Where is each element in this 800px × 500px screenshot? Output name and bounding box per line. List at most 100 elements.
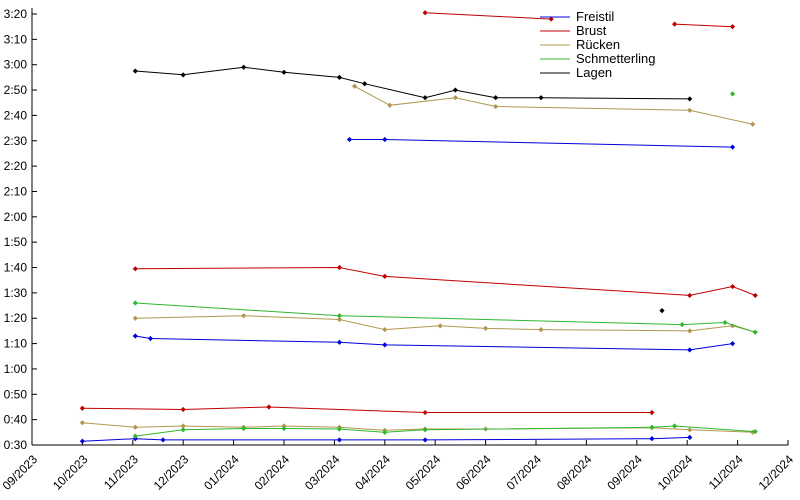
- y-tick-label: 2:10: [4, 184, 28, 198]
- y-tick-label: 0:30: [4, 438, 28, 452]
- series-line-brust: [82, 406, 652, 413]
- series-line-ruecken: [135, 315, 756, 333]
- data-point-schmetterling: [132, 300, 138, 306]
- data-point-ruecken: [687, 107, 693, 113]
- data-point-schmetterling: [336, 426, 343, 432]
- data-point-brust: [548, 16, 554, 22]
- series-line-ruecken: [354, 85, 753, 125]
- data-point-brust: [422, 10, 428, 16]
- x-tick-label: 12/2023: [151, 452, 192, 493]
- series-line-brust: [674, 23, 733, 28]
- data-point-ruecken: [382, 327, 388, 333]
- data-point-freistil: [79, 438, 85, 444]
- y-tick-label: 1:00: [4, 362, 28, 376]
- x-tick-label: 03/2024: [302, 452, 343, 493]
- data-point-ruecken: [132, 315, 138, 321]
- data-point-ruecken: [241, 313, 247, 319]
- data-point-schmetterling: [422, 427, 428, 433]
- data-point-lagen: [281, 69, 287, 75]
- legend-label-freistil: Freistil: [576, 9, 614, 24]
- y-tick-label: 1:20: [4, 311, 28, 325]
- data-point-lagen: [659, 308, 665, 314]
- data-point-brust: [672, 21, 678, 27]
- data-point-lagen: [493, 95, 499, 101]
- series-line-brust: [135, 266, 756, 296]
- data-point-freistil: [687, 347, 693, 353]
- series-line-ruecken: [82, 422, 753, 433]
- data-point-schmetterling: [382, 429, 388, 435]
- data-point-freistil: [422, 437, 428, 443]
- data-point-schmetterling: [336, 313, 343, 319]
- x-tick-label: 04/2024: [352, 452, 393, 493]
- x-tick-label: 11/2023: [101, 452, 141, 492]
- y-tick-label: 2:30: [4, 134, 28, 148]
- data-point-lagen: [180, 72, 186, 78]
- y-tick-label: 2:20: [4, 159, 28, 173]
- data-point-freistil: [336, 339, 343, 345]
- data-point-brust: [649, 409, 655, 416]
- data-point-ruecken: [336, 316, 343, 323]
- x-tick-label: 09/2024: [604, 452, 645, 493]
- data-point-ruecken: [729, 323, 736, 329]
- x-tick-label: 02/2024: [252, 452, 293, 493]
- series-line-freistil: [349, 139, 733, 148]
- y-tick-label: 3:00: [4, 58, 28, 72]
- data-point-lagen: [687, 96, 693, 102]
- data-point-freistil: [160, 437, 166, 443]
- data-point-freistil: [382, 136, 388, 143]
- data-point-ruecken: [687, 328, 693, 334]
- data-point-ruecken: [687, 427, 693, 433]
- data-point-lagen: [422, 95, 428, 101]
- data-point-freistil: [346, 136, 353, 143]
- data-point-ruecken: [351, 83, 358, 89]
- data-point-schmetterling: [729, 91, 736, 97]
- y-tick-label: 3:10: [4, 32, 28, 46]
- y-tick-label: 2:00: [4, 210, 28, 224]
- data-point-schmetterling: [281, 425, 287, 432]
- data-point-freistil: [132, 333, 138, 339]
- y-tick-label: 1:40: [4, 261, 28, 275]
- legend-label-lagen: Lagen: [576, 65, 612, 80]
- legend-label-schmetterling: Schmetterling: [576, 51, 655, 66]
- data-point-schmetterling: [752, 428, 758, 435]
- x-tick-label: 05/2024: [403, 452, 444, 493]
- y-tick-label: 0:50: [4, 387, 28, 401]
- y-tick-label: 1:50: [4, 235, 28, 249]
- data-point-brust: [79, 405, 85, 411]
- x-tick-label: 06/2024: [453, 452, 494, 493]
- data-point-lagen: [538, 95, 544, 101]
- data-point-freistil: [147, 335, 154, 342]
- series-line-brust: [425, 12, 552, 20]
- x-tick-label: 07/2024: [504, 452, 545, 493]
- data-point-ruecken: [493, 103, 499, 110]
- data-point-brust: [382, 273, 388, 280]
- data-point-ruecken: [437, 323, 443, 329]
- data-point-lagen: [336, 74, 343, 80]
- x-tick-label: 12/2024: [756, 452, 797, 493]
- data-point-ruecken: [132, 424, 138, 430]
- data-point-freistil: [382, 342, 388, 348]
- data-point-lagen: [452, 87, 458, 93]
- x-tick-label: 10/2023: [50, 452, 91, 493]
- legend-label-ruecken: Rücken: [576, 37, 620, 52]
- y-tick-label: 2:50: [4, 83, 28, 97]
- series-line-freistil: [82, 436, 690, 442]
- data-point-brust: [336, 264, 343, 271]
- x-tick-label: 11/2024: [706, 452, 746, 492]
- y-tick-label: 1:10: [4, 337, 28, 351]
- data-point-schmetterling: [132, 433, 138, 439]
- data-point-brust: [422, 409, 428, 416]
- series-line-schmetterling: [135, 425, 756, 437]
- data-point-brust: [687, 292, 693, 299]
- data-point-ruecken: [538, 327, 544, 333]
- data-point-lagen: [362, 81, 368, 87]
- data-point-schmetterling: [679, 321, 685, 328]
- data-point-schmetterling: [672, 423, 678, 429]
- data-point-ruecken: [387, 102, 393, 108]
- data-point-brust: [729, 24, 736, 30]
- x-tick-label: 09/2023: [0, 452, 40, 493]
- data-point-ruecken: [750, 121, 756, 127]
- y-tick-label: 0:40: [4, 413, 28, 427]
